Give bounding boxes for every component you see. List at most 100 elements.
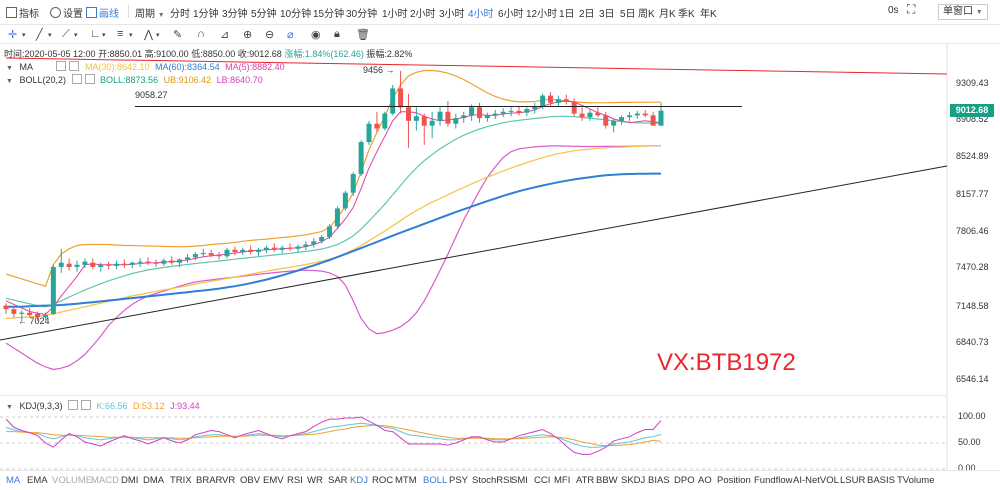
close-icon[interactable] xyxy=(84,74,95,84)
caret-down-icon[interactable]: ▾ xyxy=(48,32,52,39)
period-17[interactable]: 周K xyxy=(638,9,655,20)
fib-tool-icon[interactable]: ≡ xyxy=(117,28,124,40)
period-14[interactable]: 2日 xyxy=(579,9,595,20)
indicator-tab-mtm[interactable]: MTM xyxy=(395,475,417,486)
indicator-tab-obv[interactable]: OBV xyxy=(240,475,261,486)
indicator-tab-fundflow[interactable]: Fundflow xyxy=(754,475,793,486)
period-18[interactable]: 月K xyxy=(659,9,676,20)
indicator-tab-basis[interactable]: BASIS xyxy=(867,475,895,486)
caret-down-icon[interactable]: ▾ xyxy=(102,32,106,39)
settings-icon[interactable] xyxy=(56,61,67,71)
candle-body xyxy=(342,192,348,209)
period-6[interactable]: 30分钟 xyxy=(346,9,378,20)
toolbar-divider xyxy=(128,5,129,18)
angle-tool-icon[interactable]: ∟ xyxy=(90,28,101,40)
indicator-tab-brar[interactable]: BRAR xyxy=(196,475,223,486)
kdj-chart[interactable] xyxy=(0,396,1000,470)
period-0[interactable]: 分时 xyxy=(170,9,190,20)
indicator-button[interactable]: 指标 xyxy=(6,5,39,20)
indicator-tab-cci[interactable]: CCI xyxy=(534,475,551,486)
settings-icon[interactable] xyxy=(67,400,78,410)
period-16[interactable]: 5日 xyxy=(620,9,636,20)
lock-drawing-icon[interactable]: ⌀ xyxy=(287,29,294,41)
indicator-tab-trix[interactable]: TRIX xyxy=(170,475,192,486)
collapse-icon[interactable]: ▼ xyxy=(6,65,13,72)
trend-line-icon[interactable]: ╱ xyxy=(36,29,43,41)
indicator-tab-psy[interactable]: PSY xyxy=(449,475,469,486)
caret-down-icon[interactable]: ▾ xyxy=(22,32,26,39)
settings-icon[interactable] xyxy=(71,74,82,84)
collapse-icon[interactable]: ▼ xyxy=(6,78,13,85)
period-11[interactable]: 6小时 xyxy=(498,9,524,20)
indicator-tab-smi[interactable]: SMI xyxy=(511,475,528,486)
period-15[interactable]: 3日 xyxy=(599,9,615,20)
settings-button[interactable]: 设置 xyxy=(50,5,83,20)
period-1[interactable]: 1分钟 xyxy=(193,9,219,20)
trash-icon[interactable]: 🗑︎ xyxy=(356,29,370,41)
zoom-in-icon[interactable]: ⊕ xyxy=(243,29,253,41)
pattern-tool-icon[interactable]: ⋀ xyxy=(144,29,154,41)
caret-down-icon[interactable]: ▾ xyxy=(129,32,133,39)
indicator-tab-bias[interactable]: BIAS xyxy=(648,475,670,486)
period-19[interactable]: 季K xyxy=(678,9,695,20)
indicator-tab-roc[interactable]: ROC xyxy=(372,475,394,486)
period-9[interactable]: 3小时 xyxy=(439,9,465,20)
period-12[interactable]: 12小时 xyxy=(526,9,558,20)
caret-down-icon[interactable]: ▾ xyxy=(74,32,78,39)
indicator-tab-skdj[interactable]: SKDJ xyxy=(621,475,646,486)
period-3[interactable]: 5分钟 xyxy=(251,9,277,20)
fullscreen-icon[interactable]: ⛶ xyxy=(907,2,916,16)
period-4[interactable]: 10分钟 xyxy=(280,9,312,20)
indicator-tab-ema[interactable]: EMA xyxy=(27,475,48,486)
indicator-tab-macd[interactable]: MACD xyxy=(91,475,119,486)
indicator-tab-vr[interactable]: VR xyxy=(222,475,236,486)
draw-button[interactable]: 画线 xyxy=(86,5,119,20)
indicator-label: 指标 xyxy=(19,9,39,20)
period-20[interactable]: 年K xyxy=(700,9,717,20)
indicator-tab-ao[interactable]: AO xyxy=(698,475,712,486)
close-icon[interactable] xyxy=(80,400,91,410)
indicator-tab-boll[interactable]: BOLL xyxy=(423,475,448,486)
window-mode-select[interactable]: 单窗口 ▼ xyxy=(938,4,988,20)
indicator-tab-bbw[interactable]: BBW xyxy=(596,475,618,486)
caret-down-icon[interactable]: ▾ xyxy=(156,32,160,39)
indicator-tab-mfi[interactable]: MFI xyxy=(554,475,571,486)
period-8[interactable]: 2小时 xyxy=(410,9,436,20)
period-7[interactable]: 1小时 xyxy=(382,9,408,20)
indicator-tab-dma[interactable]: DMA xyxy=(143,475,165,486)
indicator-tab-tvolume[interactable]: TVolume xyxy=(897,475,935,486)
indicator-tab-emv[interactable]: EMV xyxy=(263,475,284,486)
magnet-icon[interactable]: ∩ xyxy=(197,28,205,40)
period-2[interactable]: 3分钟 xyxy=(222,9,248,20)
lock-icon[interactable]: 🔒︎ xyxy=(334,28,340,40)
indicator-tab-position[interactable]: Position xyxy=(717,475,751,486)
ray-line-icon[interactable]: ⟋ xyxy=(62,28,70,40)
period-5[interactable]: 15分钟 xyxy=(313,9,345,20)
period-dropdown[interactable]: 周期 ▼ xyxy=(135,5,165,20)
period-10[interactable]: 4小时 xyxy=(468,9,494,20)
zoom-out-icon[interactable]: ⊖ xyxy=(265,29,275,41)
indicator-tab-dpo[interactable]: DPO xyxy=(674,475,695,486)
eye-icon[interactable]: ◉ xyxy=(311,29,321,41)
support-trendline[interactable] xyxy=(0,165,948,341)
resistance-trendline[interactable] xyxy=(5,57,948,75)
low-marker: ← 7024 xyxy=(18,316,50,326)
indicator-tab-dmi[interactable]: DMI xyxy=(121,475,139,486)
indicator-tab-ma[interactable]: MA xyxy=(6,475,21,486)
indicator-tab-sar[interactable]: SAR xyxy=(328,475,348,486)
indicator-tab-atr[interactable]: ATR xyxy=(576,475,595,486)
ruler-icon[interactable]: ⊿ xyxy=(220,29,230,41)
indicator-tab-kdj[interactable]: KDJ xyxy=(350,475,368,486)
close-icon[interactable] xyxy=(69,61,80,71)
indicator-tab-wr[interactable]: WR xyxy=(307,475,323,486)
indicator-tab-rsi[interactable]: RSI xyxy=(287,475,303,486)
crosshair-icon[interactable]: ✛ xyxy=(8,29,18,41)
indicator-tab-stochrsi[interactable]: StochRSI xyxy=(472,475,513,486)
indicator-tab-ai-netvol[interactable]: AI-NetVOL xyxy=(793,475,839,486)
collapse-icon[interactable]: ▼ xyxy=(6,404,13,411)
price-chart[interactable] xyxy=(0,43,1000,395)
brush-icon[interactable]: ✎ xyxy=(173,29,183,41)
indicator-tab-volume[interactable]: VOLUME xyxy=(52,475,93,486)
period-13[interactable]: 1日 xyxy=(559,9,575,20)
indicator-tab-lsur[interactable]: LSUR xyxy=(840,475,866,486)
